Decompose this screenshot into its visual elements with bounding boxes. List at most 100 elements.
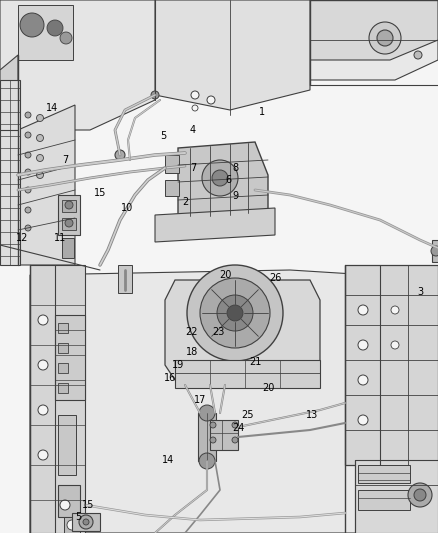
Bar	[210, 420, 238, 450]
Circle shape	[414, 489, 426, 501]
Circle shape	[25, 187, 31, 193]
Circle shape	[358, 375, 368, 385]
Polygon shape	[30, 270, 438, 533]
Circle shape	[369, 22, 401, 54]
Text: 12: 12	[16, 233, 28, 243]
Text: 15: 15	[82, 500, 94, 510]
Circle shape	[207, 96, 215, 104]
Circle shape	[199, 453, 215, 469]
Bar	[198, 413, 216, 461]
Text: 19: 19	[172, 360, 184, 370]
Bar	[58, 415, 76, 475]
Circle shape	[232, 437, 238, 443]
Polygon shape	[0, 0, 155, 130]
Text: 18: 18	[186, 347, 198, 357]
Polygon shape	[310, 0, 438, 60]
Bar	[58, 195, 80, 235]
Circle shape	[212, 170, 228, 186]
Text: 6: 6	[225, 175, 231, 185]
Circle shape	[60, 500, 70, 510]
Circle shape	[25, 207, 31, 213]
Circle shape	[38, 360, 48, 370]
Bar	[72, 513, 100, 531]
Text: 7: 7	[62, 155, 68, 165]
Text: 14: 14	[162, 455, 174, 465]
Text: 24: 24	[232, 423, 244, 433]
Bar	[58, 383, 68, 393]
Circle shape	[36, 134, 43, 141]
Bar	[0, 80, 20, 265]
Text: 4: 4	[190, 125, 196, 135]
Text: 11: 11	[54, 233, 66, 243]
Polygon shape	[355, 460, 438, 533]
Circle shape	[65, 201, 73, 209]
Text: 22: 22	[186, 327, 198, 337]
Circle shape	[25, 169, 31, 175]
Bar	[18, 5, 73, 60]
Circle shape	[202, 160, 238, 196]
Text: 17: 17	[194, 395, 206, 405]
Circle shape	[67, 520, 77, 530]
Circle shape	[25, 225, 31, 231]
Bar	[358, 465, 410, 483]
Text: 8: 8	[232, 163, 238, 173]
Text: 14: 14	[46, 103, 58, 113]
Circle shape	[358, 415, 368, 425]
Text: 26: 26	[269, 273, 281, 283]
Circle shape	[358, 340, 368, 350]
Text: 7: 7	[190, 163, 196, 173]
Circle shape	[210, 422, 216, 428]
Polygon shape	[155, 208, 275, 242]
Circle shape	[60, 32, 72, 44]
Text: 5: 5	[75, 512, 81, 522]
Bar	[58, 343, 68, 353]
Text: 23: 23	[212, 327, 224, 337]
Text: 3: 3	[417, 287, 423, 297]
Text: 13: 13	[306, 410, 318, 420]
Polygon shape	[345, 265, 438, 465]
Circle shape	[210, 437, 216, 443]
Text: 9: 9	[232, 191, 238, 201]
Bar	[118, 265, 132, 293]
Bar	[165, 180, 179, 196]
Circle shape	[414, 51, 422, 59]
Polygon shape	[310, 0, 438, 80]
Circle shape	[187, 265, 283, 361]
Text: 21: 21	[249, 357, 261, 367]
Text: 1: 1	[259, 107, 265, 117]
Circle shape	[36, 155, 43, 161]
Circle shape	[38, 405, 48, 415]
Circle shape	[115, 150, 125, 160]
Bar	[58, 363, 68, 373]
Polygon shape	[155, 0, 310, 110]
Circle shape	[200, 278, 270, 348]
Circle shape	[199, 405, 215, 421]
Circle shape	[191, 91, 199, 99]
Circle shape	[227, 305, 243, 321]
Polygon shape	[18, 105, 75, 265]
Circle shape	[391, 306, 399, 314]
Text: 20: 20	[262, 383, 274, 393]
Circle shape	[377, 30, 393, 46]
Bar	[58, 485, 80, 517]
Polygon shape	[165, 280, 320, 380]
Circle shape	[217, 295, 253, 331]
Bar	[175, 360, 320, 388]
Circle shape	[38, 315, 48, 325]
Circle shape	[36, 115, 43, 122]
Bar	[358, 490, 410, 510]
Circle shape	[358, 305, 368, 315]
Circle shape	[25, 112, 31, 118]
Text: 25: 25	[242, 410, 254, 420]
Circle shape	[79, 515, 93, 529]
Circle shape	[83, 519, 89, 525]
Circle shape	[192, 105, 198, 111]
Circle shape	[151, 91, 159, 99]
Text: 2: 2	[182, 197, 188, 207]
Text: 15: 15	[94, 188, 106, 198]
Circle shape	[391, 341, 399, 349]
Circle shape	[20, 13, 44, 37]
Text: 20: 20	[219, 270, 231, 280]
Bar	[62, 200, 76, 212]
Circle shape	[25, 132, 31, 138]
